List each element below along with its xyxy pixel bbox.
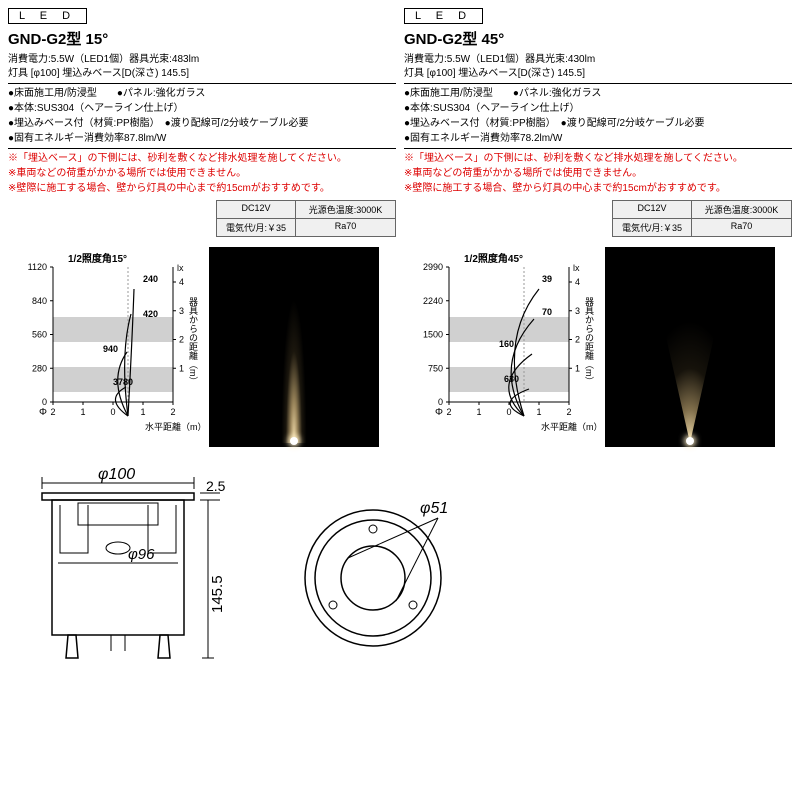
svg-text:2: 2 <box>179 335 184 345</box>
feature-bullets: ●床面施工用/防浸型 ●パネル:強化ガラス●本体:SUS304（ヘアーライン仕上… <box>404 86 792 149</box>
warning-text: ※「埋込ベース」の下側には、砂利を敷くなど排水処理を施してください。※車両などの… <box>8 151 396 196</box>
svg-text:2990: 2990 <box>423 262 443 272</box>
svg-text:70: 70 <box>542 307 552 317</box>
spec-block: 消費電力:5.5W（LED1個）器具光束:430lm灯具 [φ100] 埋込みベ… <box>404 53 792 84</box>
illuminance-chart: 2990 2240 1500 750 0 4 3 2 1 2 1 0 1 2 39 70 160 630 1/2照度… <box>404 247 599 437</box>
svg-text:3: 3 <box>179 306 184 316</box>
svg-text:Φ: Φ <box>435 407 443 418</box>
feature-bullets: ●床面施工用/防浸型 ●パネル:強化ガラス●本体:SUS304（ヘアーライン仕上… <box>8 86 396 149</box>
dim-phi51: φ51 <box>420 500 448 517</box>
svg-text:2: 2 <box>446 407 451 417</box>
svg-text:240: 240 <box>143 274 158 284</box>
svg-text:1: 1 <box>179 363 184 373</box>
svg-text:1500: 1500 <box>423 330 443 340</box>
svg-text:750: 750 <box>428 363 443 373</box>
svg-text:4: 4 <box>575 277 580 287</box>
svg-text:1120: 1120 <box>28 262 47 272</box>
svg-text:39: 39 <box>542 274 552 284</box>
beam-photo <box>605 247 775 447</box>
svg-text:0: 0 <box>42 397 47 407</box>
info-boxes: DC12V光源色温度:3000K 電気代/月:￥35Ra70 <box>404 200 792 237</box>
svg-text:水平距離（m）: 水平距離（m） <box>145 421 203 432</box>
svg-text:1: 1 <box>80 407 85 417</box>
svg-text:水平距離（m）: 水平距離（m） <box>541 421 599 432</box>
svg-text:2: 2 <box>566 407 571 417</box>
led-badge: L E D <box>8 8 87 24</box>
svg-text:Φ: Φ <box>39 407 47 418</box>
model-title: GND-G2型 45° <box>404 28 792 49</box>
svg-text:280: 280 <box>32 363 47 373</box>
svg-text:840: 840 <box>32 296 47 306</box>
dim-phi96: φ96 <box>128 546 155 563</box>
top-view-drawing: φ51 <box>288 483 488 653</box>
svg-text:1/2照度角45°: 1/2照度角45° <box>464 252 523 265</box>
svg-text:器具からの距離（m）: 器具からの距離（m） <box>188 297 198 386</box>
dimensions-drawing: φ100 2.5 φ96 145.5 φ51 <box>0 455 800 681</box>
dim-145-5: 145.5 <box>209 575 226 613</box>
svg-text:器具からの距離（m）: 器具からの距離（m） <box>584 297 594 386</box>
info-boxes: DC12V光源色温度:3000K 電気代/月:￥35Ra70 <box>8 200 396 237</box>
svg-text:lx: lx <box>573 263 580 273</box>
beam-photo <box>209 247 379 447</box>
svg-text:560: 560 <box>32 330 47 340</box>
svg-text:1/2照度角15°: 1/2照度角15° <box>68 252 127 265</box>
svg-text:0: 0 <box>110 407 115 417</box>
svg-text:1: 1 <box>575 363 580 373</box>
svg-text:420: 420 <box>143 309 158 319</box>
svg-text:2240: 2240 <box>423 296 443 306</box>
spec-block: 消費電力:5.5W（LED1個）器具光束:483lm灯具 [φ100] 埋込みベ… <box>8 53 396 84</box>
svg-text:0: 0 <box>438 397 443 407</box>
dim-phi100: φ100 <box>98 466 135 483</box>
svg-text:940: 940 <box>103 344 118 354</box>
svg-text:2: 2 <box>50 407 55 417</box>
model-title: GND-G2型 15° <box>8 28 396 49</box>
svg-text:630: 630 <box>504 374 519 384</box>
svg-text:160: 160 <box>499 339 514 349</box>
svg-text:lx: lx <box>177 263 184 273</box>
dim-2-5: 2.5 <box>206 478 226 494</box>
svg-text:1: 1 <box>476 407 481 417</box>
svg-text:4: 4 <box>179 277 184 287</box>
side-view-drawing: φ100 2.5 φ96 145.5 <box>8 463 228 673</box>
warning-text: ※「埋込ベース」の下側には、砂利を敷くなど排水処理を施してください。※車両などの… <box>404 151 792 196</box>
svg-text:1: 1 <box>536 407 541 417</box>
svg-text:3: 3 <box>575 306 580 316</box>
illuminance-chart: 1120 840 560 280 0 4 3 2 1 2 1 0 1 2 240 420 940 3780 1/2照… <box>8 247 203 437</box>
svg-text:1: 1 <box>140 407 145 417</box>
svg-text:2: 2 <box>575 335 580 345</box>
led-badge: L E D <box>404 8 483 24</box>
svg-text:0: 0 <box>506 407 511 417</box>
svg-text:3780: 3780 <box>113 377 133 387</box>
svg-text:2: 2 <box>170 407 175 417</box>
